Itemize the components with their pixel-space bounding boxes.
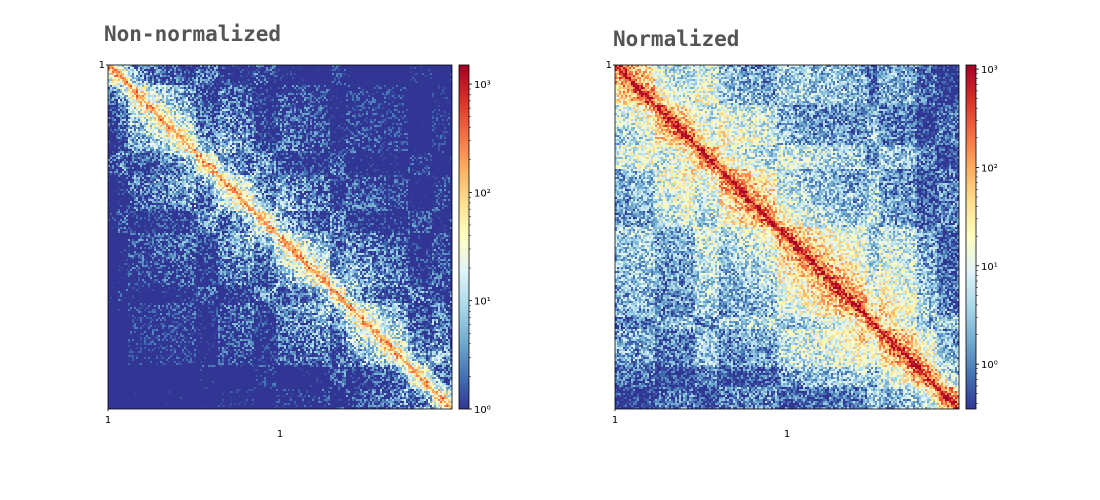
heatmap-frame	[107, 64, 453, 410]
heatmap-chart: 1 1 1 10⁰ 10¹ 10² 10³	[99, 60, 491, 440]
colorbar-tick-label: 10²	[474, 188, 491, 199]
heatmap-frame	[614, 64, 960, 410]
chart-title: Non-normalized	[104, 22, 282, 46]
heatmap-matrix	[615, 65, 959, 409]
x-tick-label: 1	[105, 415, 111, 426]
colorbar-tick-label: 10⁰	[981, 360, 998, 371]
heatmap-chart: 1 1 1 10⁰ 10¹ 10² 10³	[606, 60, 998, 440]
colorbar	[965, 64, 977, 410]
heatmap-panel-non-normalized: Non-normalized 1 1 1 10⁰ 10¹ 10² 10³	[99, 22, 491, 440]
colorbar-tick-label: 10³	[474, 80, 491, 91]
colorbar-tick-label: 10¹	[981, 262, 998, 273]
colorbar-tick-label: 10³	[981, 65, 998, 76]
heatmap-matrix	[108, 65, 452, 409]
colorbar	[458, 64, 470, 410]
colorbar-tick-label: 10⁰	[474, 405, 491, 416]
x-tick-label: 1	[612, 415, 618, 426]
chart-title: Normalized	[613, 27, 740, 51]
x-axis-label: 1	[277, 429, 283, 440]
heatmap-panel-normalized: Normalized 1 1 1 10⁰ 10¹ 10² 10³	[507, 0, 1057, 500]
x-axis-label: 1	[784, 429, 790, 440]
y-tick-label: 1	[606, 60, 612, 71]
colorbar-tick-label: 10¹	[474, 297, 491, 308]
colorbar-tick-label: 10²	[981, 163, 998, 174]
y-tick-label: 1	[99, 60, 105, 71]
